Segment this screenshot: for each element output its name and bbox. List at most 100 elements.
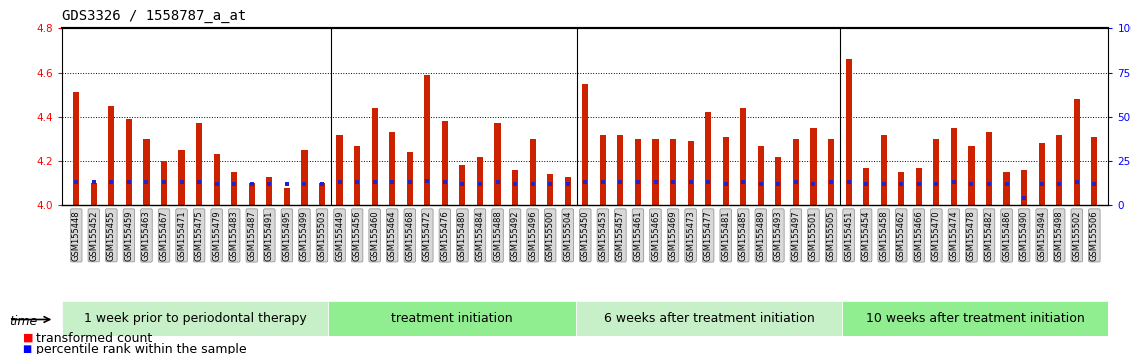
Bar — [90, 183, 97, 205]
Bar — [389, 132, 395, 205]
Bar — [529, 139, 536, 205]
Bar — [62, 301, 328, 336]
Text: GSM155494: GSM155494 — [1037, 210, 1046, 261]
Text: GSM155480: GSM155480 — [458, 210, 467, 261]
Text: GSM155499: GSM155499 — [300, 210, 309, 261]
Text: GSM155472: GSM155472 — [423, 210, 432, 261]
Bar — [634, 139, 641, 205]
Text: 1 week prior to periodontal therapy: 1 week prior to periodontal therapy — [84, 312, 307, 325]
Bar — [74, 92, 79, 205]
Text: GSM155493: GSM155493 — [774, 210, 783, 261]
Bar — [758, 145, 763, 205]
Bar — [898, 172, 905, 205]
Text: GSM155486: GSM155486 — [1002, 210, 1011, 261]
Text: GSM155462: GSM155462 — [897, 210, 906, 261]
Text: GSM155497: GSM155497 — [792, 210, 801, 261]
Bar — [1056, 135, 1062, 205]
Text: GSM155474: GSM155474 — [949, 210, 958, 261]
Bar — [1021, 170, 1027, 205]
Text: GSM155505: GSM155505 — [827, 210, 836, 261]
Bar — [196, 124, 202, 205]
Bar — [723, 137, 728, 205]
Text: GSM155469: GSM155469 — [668, 210, 677, 261]
Text: ■: ■ — [23, 333, 33, 343]
Text: GSM155501: GSM155501 — [809, 210, 818, 261]
Text: GSM155495: GSM155495 — [283, 210, 292, 261]
Bar — [301, 150, 308, 205]
Text: GSM155451: GSM155451 — [844, 210, 853, 261]
Text: GSM155453: GSM155453 — [598, 210, 607, 261]
Bar — [811, 128, 817, 205]
Text: GDS3326 / 1558787_a_at: GDS3326 / 1558787_a_at — [62, 9, 247, 23]
Text: GSM155492: GSM155492 — [510, 210, 519, 261]
Bar — [1003, 172, 1010, 205]
Text: GSM155476: GSM155476 — [440, 210, 449, 261]
Text: GSM155467: GSM155467 — [159, 210, 169, 261]
Text: GSM155470: GSM155470 — [932, 210, 941, 261]
Text: GSM155460: GSM155460 — [370, 210, 379, 261]
Text: 6 weeks after treatment initiation: 6 weeks after treatment initiation — [604, 312, 814, 325]
Text: GSM155475: GSM155475 — [195, 210, 204, 261]
Text: GSM155478: GSM155478 — [967, 210, 976, 261]
Text: GSM155481: GSM155481 — [722, 210, 731, 261]
Text: transformed count: transformed count — [36, 332, 153, 344]
Bar — [1038, 143, 1045, 205]
Text: GSM155448: GSM155448 — [71, 210, 80, 261]
Bar — [793, 139, 798, 205]
Bar — [442, 121, 448, 205]
Text: GSM155483: GSM155483 — [230, 210, 239, 261]
Bar — [424, 75, 431, 205]
Bar — [599, 135, 606, 205]
Bar — [1073, 99, 1080, 205]
Bar — [407, 152, 413, 205]
Bar — [582, 84, 588, 205]
Bar — [354, 145, 360, 205]
Bar — [547, 175, 553, 205]
Text: GSM155502: GSM155502 — [1072, 210, 1081, 261]
Text: GSM155473: GSM155473 — [687, 210, 696, 261]
Bar — [319, 183, 325, 205]
Text: GSM155484: GSM155484 — [475, 210, 484, 261]
Text: percentile rank within the sample: percentile rank within the sample — [36, 343, 247, 354]
Bar — [144, 139, 149, 205]
Bar — [161, 161, 167, 205]
Text: treatment initiation: treatment initiation — [391, 312, 513, 325]
Text: GSM155450: GSM155450 — [581, 210, 589, 261]
Text: GSM155449: GSM155449 — [335, 210, 344, 261]
Bar — [846, 59, 852, 205]
Bar — [688, 141, 693, 205]
Bar — [328, 301, 577, 336]
Bar — [951, 128, 957, 205]
Text: GSM155452: GSM155452 — [89, 210, 98, 261]
Text: GSM155464: GSM155464 — [388, 210, 397, 261]
Bar — [512, 170, 518, 205]
Bar — [372, 108, 378, 205]
Bar — [933, 139, 940, 205]
Bar — [109, 106, 114, 205]
Text: GSM155489: GSM155489 — [757, 210, 766, 261]
Bar — [126, 119, 132, 205]
Text: GSM155458: GSM155458 — [879, 210, 888, 261]
Text: GSM155487: GSM155487 — [248, 210, 257, 261]
Bar — [653, 139, 658, 205]
Bar — [249, 183, 254, 205]
Bar — [705, 113, 711, 205]
Bar — [618, 135, 623, 205]
Text: GSM155455: GSM155455 — [106, 210, 115, 261]
Text: GSM155503: GSM155503 — [318, 210, 327, 261]
Bar — [477, 157, 483, 205]
Bar — [968, 145, 975, 205]
Bar — [214, 154, 219, 205]
Text: GSM155496: GSM155496 — [528, 210, 537, 261]
Bar — [459, 166, 466, 205]
Text: GSM155465: GSM155465 — [651, 210, 661, 261]
Text: GSM155488: GSM155488 — [493, 210, 502, 261]
Text: GSM155468: GSM155468 — [405, 210, 414, 261]
Text: GSM155500: GSM155500 — [545, 210, 554, 261]
Text: GSM155459: GSM155459 — [124, 210, 133, 261]
Text: GSM155482: GSM155482 — [984, 210, 993, 261]
Text: GSM155498: GSM155498 — [1055, 210, 1064, 261]
Bar — [1091, 137, 1097, 205]
Bar — [740, 108, 746, 205]
Bar — [284, 188, 290, 205]
